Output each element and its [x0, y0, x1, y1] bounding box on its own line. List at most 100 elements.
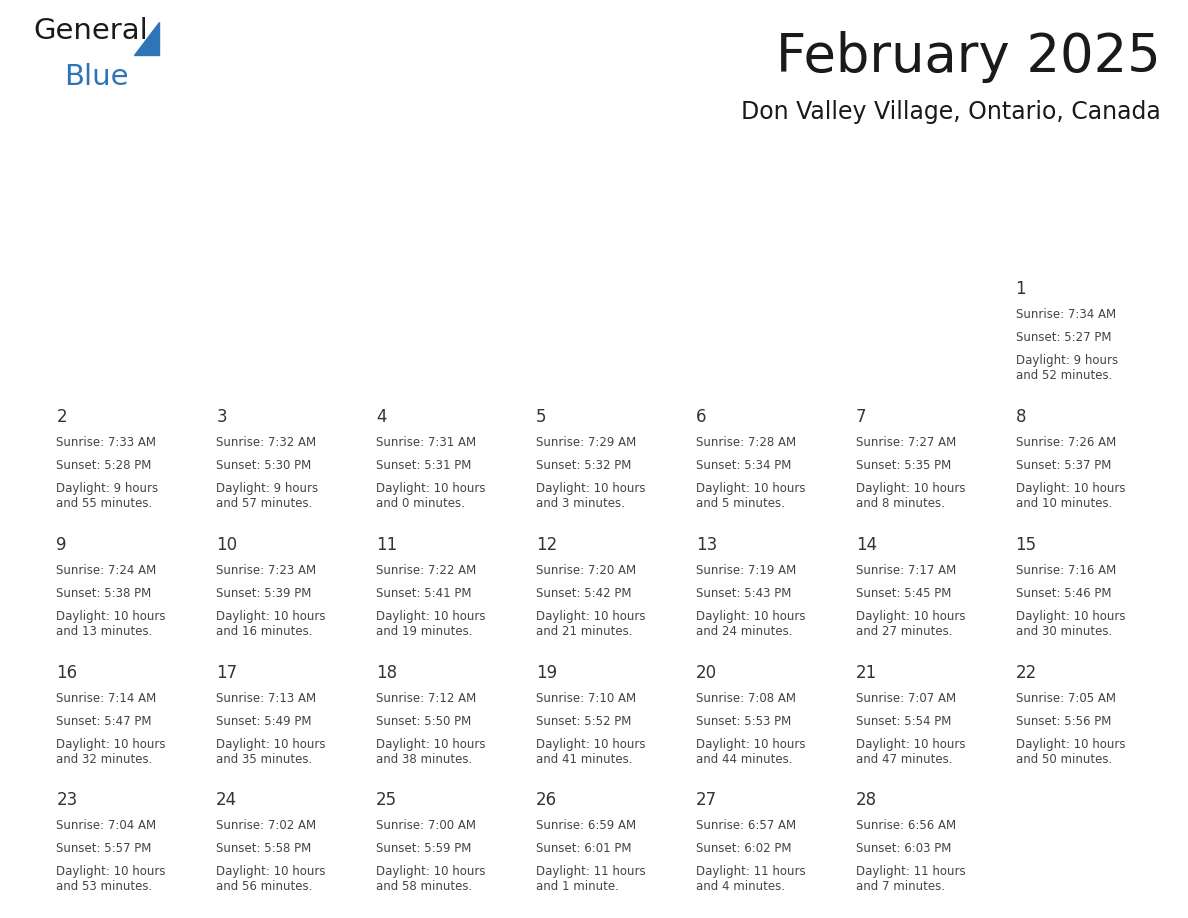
Text: Sunrise: 6:56 AM: Sunrise: 6:56 AM: [855, 820, 956, 833]
Text: Daylight: 11 hours
and 1 minute.: Daylight: 11 hours and 1 minute.: [536, 866, 645, 893]
Text: Sunrise: 7:16 AM: Sunrise: 7:16 AM: [1016, 564, 1116, 577]
Text: Sunset: 5:53 PM: Sunset: 5:53 PM: [696, 714, 791, 728]
Text: Sunset: 5:52 PM: Sunset: 5:52 PM: [536, 714, 631, 728]
Text: Sunrise: 7:10 AM: Sunrise: 7:10 AM: [536, 691, 636, 705]
Text: 1: 1: [1016, 280, 1026, 298]
Text: Sunset: 5:37 PM: Sunset: 5:37 PM: [1016, 459, 1111, 472]
Text: Daylight: 11 hours
and 7 minutes.: Daylight: 11 hours and 7 minutes.: [855, 866, 966, 893]
Text: Daylight: 10 hours
and 32 minutes.: Daylight: 10 hours and 32 minutes.: [56, 738, 166, 766]
Text: Daylight: 10 hours
and 50 minutes.: Daylight: 10 hours and 50 minutes.: [1016, 738, 1125, 766]
Text: Sunrise: 7:22 AM: Sunrise: 7:22 AM: [377, 564, 476, 577]
Text: 14: 14: [855, 536, 877, 554]
Text: 12: 12: [536, 536, 557, 554]
Text: Sunrise: 7:05 AM: Sunrise: 7:05 AM: [1016, 691, 1116, 705]
Text: Sunset: 5:32 PM: Sunset: 5:32 PM: [536, 459, 631, 472]
Text: Daylight: 10 hours
and 27 minutes.: Daylight: 10 hours and 27 minutes.: [855, 610, 965, 638]
Text: Sunrise: 7:04 AM: Sunrise: 7:04 AM: [56, 820, 157, 833]
Text: Daylight: 11 hours
and 4 minutes.: Daylight: 11 hours and 4 minutes.: [696, 866, 805, 893]
Text: Sunset: 5:59 PM: Sunset: 5:59 PM: [377, 843, 472, 856]
Text: Daylight: 10 hours
and 53 minutes.: Daylight: 10 hours and 53 minutes.: [56, 866, 166, 893]
Text: 22: 22: [1016, 664, 1037, 681]
Text: Sunset: 5:46 PM: Sunset: 5:46 PM: [1016, 587, 1111, 599]
Text: Sunrise: 7:27 AM: Sunrise: 7:27 AM: [855, 436, 956, 449]
Text: 5: 5: [536, 408, 546, 426]
Text: Sunrise: 6:59 AM: Sunrise: 6:59 AM: [536, 820, 636, 833]
Text: Daylight: 10 hours
and 30 minutes.: Daylight: 10 hours and 30 minutes.: [1016, 610, 1125, 638]
Text: 17: 17: [216, 664, 238, 681]
Text: Sunset: 5:47 PM: Sunset: 5:47 PM: [56, 714, 152, 728]
Text: 2: 2: [56, 408, 67, 426]
Text: Daylight: 10 hours
and 35 minutes.: Daylight: 10 hours and 35 minutes.: [216, 738, 326, 766]
Text: 25: 25: [377, 791, 397, 810]
Text: Sunrise: 7:31 AM: Sunrise: 7:31 AM: [377, 436, 476, 449]
Text: 26: 26: [536, 791, 557, 810]
Text: Sunrise: 7:24 AM: Sunrise: 7:24 AM: [56, 564, 157, 577]
Text: Sunrise: 7:19 AM: Sunrise: 7:19 AM: [696, 564, 796, 577]
Text: Sunrise: 7:13 AM: Sunrise: 7:13 AM: [216, 691, 316, 705]
Text: Sunset: 5:43 PM: Sunset: 5:43 PM: [696, 587, 791, 599]
Text: 3: 3: [216, 408, 227, 426]
Text: Tuesday: Tuesday: [378, 159, 460, 176]
Text: Friday: Friday: [858, 159, 920, 176]
Text: 21: 21: [855, 664, 877, 681]
Text: Sunset: 5:34 PM: Sunset: 5:34 PM: [696, 459, 791, 472]
Text: Sunrise: 7:26 AM: Sunrise: 7:26 AM: [1016, 436, 1116, 449]
Text: 20: 20: [696, 664, 716, 681]
Text: Sunset: 5:31 PM: Sunset: 5:31 PM: [377, 459, 472, 472]
Text: 9: 9: [56, 536, 67, 554]
Text: Sunset: 5:50 PM: Sunset: 5:50 PM: [377, 714, 472, 728]
Text: Sunrise: 7:14 AM: Sunrise: 7:14 AM: [56, 691, 157, 705]
Text: 13: 13: [696, 536, 718, 554]
Text: Daylight: 10 hours
and 3 minutes.: Daylight: 10 hours and 3 minutes.: [536, 482, 645, 510]
Text: 18: 18: [377, 664, 397, 681]
Text: Sunrise: 7:32 AM: Sunrise: 7:32 AM: [216, 436, 316, 449]
Text: Sunset: 5:42 PM: Sunset: 5:42 PM: [536, 587, 632, 599]
Text: Sunset: 5:41 PM: Sunset: 5:41 PM: [377, 587, 472, 599]
Text: 28: 28: [855, 791, 877, 810]
Text: Monday: Monday: [217, 159, 297, 176]
Text: Sunset: 6:03 PM: Sunset: 6:03 PM: [855, 843, 952, 856]
Text: Daylight: 10 hours
and 0 minutes.: Daylight: 10 hours and 0 minutes.: [377, 482, 486, 510]
Text: Sunset: 5:58 PM: Sunset: 5:58 PM: [216, 843, 311, 856]
Text: Daylight: 10 hours
and 24 minutes.: Daylight: 10 hours and 24 minutes.: [696, 610, 805, 638]
Text: Daylight: 10 hours
and 13 minutes.: Daylight: 10 hours and 13 minutes.: [56, 610, 166, 638]
Text: Sunset: 6:02 PM: Sunset: 6:02 PM: [696, 843, 791, 856]
Text: Daylight: 9 hours
and 57 minutes.: Daylight: 9 hours and 57 minutes.: [216, 482, 318, 510]
Text: Daylight: 10 hours
and 56 minutes.: Daylight: 10 hours and 56 minutes.: [216, 866, 326, 893]
Text: Daylight: 10 hours
and 19 minutes.: Daylight: 10 hours and 19 minutes.: [377, 610, 486, 638]
Text: Daylight: 10 hours
and 10 minutes.: Daylight: 10 hours and 10 minutes.: [1016, 482, 1125, 510]
Text: Sunset: 5:45 PM: Sunset: 5:45 PM: [855, 587, 952, 599]
Text: 23: 23: [56, 791, 77, 810]
Text: 6: 6: [696, 408, 707, 426]
Text: Sunset: 5:30 PM: Sunset: 5:30 PM: [216, 459, 311, 472]
Text: Sunrise: 6:57 AM: Sunrise: 6:57 AM: [696, 820, 796, 833]
Text: Don Valley Village, Ontario, Canada: Don Valley Village, Ontario, Canada: [741, 99, 1161, 124]
Polygon shape: [134, 21, 159, 55]
Text: February 2025: February 2025: [776, 31, 1161, 84]
Text: Sunrise: 7:34 AM: Sunrise: 7:34 AM: [1016, 308, 1116, 321]
Text: Daylight: 10 hours
and 5 minutes.: Daylight: 10 hours and 5 minutes.: [696, 482, 805, 510]
Text: 10: 10: [216, 536, 238, 554]
Text: Sunset: 6:01 PM: Sunset: 6:01 PM: [536, 843, 632, 856]
Text: Sunrise: 7:17 AM: Sunrise: 7:17 AM: [855, 564, 956, 577]
Text: Daylight: 9 hours
and 55 minutes.: Daylight: 9 hours and 55 minutes.: [56, 482, 158, 510]
Text: Sunset: 5:39 PM: Sunset: 5:39 PM: [216, 587, 311, 599]
Text: Daylight: 10 hours
and 38 minutes.: Daylight: 10 hours and 38 minutes.: [377, 738, 486, 766]
Text: Sunset: 5:49 PM: Sunset: 5:49 PM: [216, 714, 311, 728]
Text: Sunset: 5:56 PM: Sunset: 5:56 PM: [1016, 714, 1111, 728]
Text: 8: 8: [1016, 408, 1026, 426]
Text: Sunset: 5:38 PM: Sunset: 5:38 PM: [56, 587, 152, 599]
Text: 24: 24: [216, 791, 238, 810]
Text: Thursday: Thursday: [697, 159, 791, 176]
Text: Sunset: 5:27 PM: Sunset: 5:27 PM: [1016, 331, 1111, 344]
Text: Daylight: 10 hours
and 58 minutes.: Daylight: 10 hours and 58 minutes.: [377, 866, 486, 893]
Text: Sunrise: 7:02 AM: Sunrise: 7:02 AM: [216, 820, 316, 833]
Text: Daylight: 10 hours
and 44 minutes.: Daylight: 10 hours and 44 minutes.: [696, 738, 805, 766]
Text: General: General: [33, 17, 148, 46]
Text: Saturday: Saturday: [1017, 159, 1108, 176]
Text: 11: 11: [377, 536, 397, 554]
Text: Daylight: 10 hours
and 21 minutes.: Daylight: 10 hours and 21 minutes.: [536, 610, 645, 638]
Text: Sunrise: 7:28 AM: Sunrise: 7:28 AM: [696, 436, 796, 449]
Text: 7: 7: [855, 408, 866, 426]
Text: Daylight: 10 hours
and 8 minutes.: Daylight: 10 hours and 8 minutes.: [855, 482, 965, 510]
